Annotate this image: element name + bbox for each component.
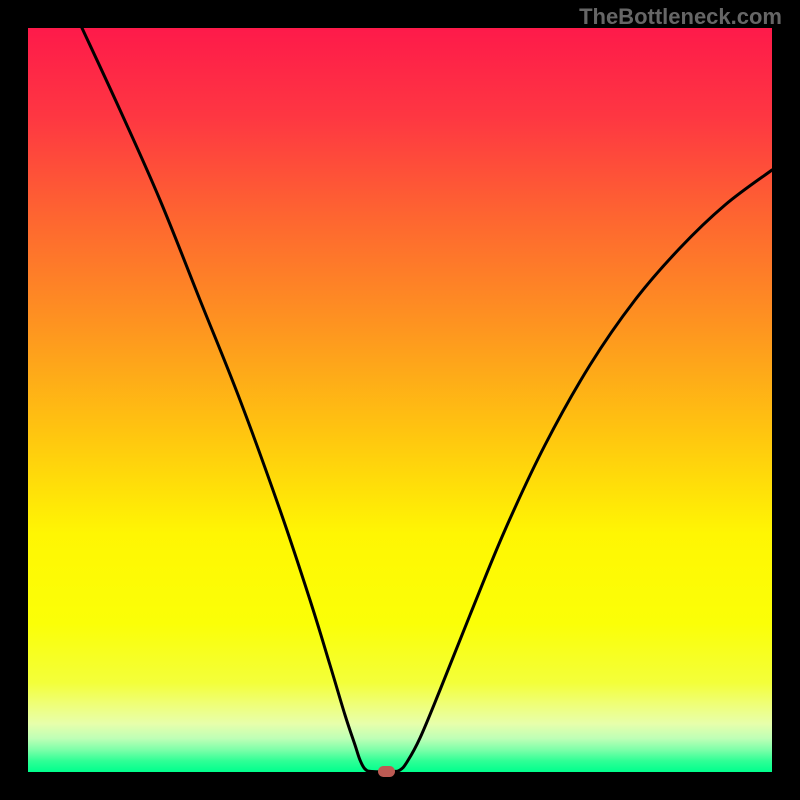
bottleneck-curve	[0, 0, 800, 800]
chart-container: TheBottleneck.com	[0, 0, 800, 800]
optimal-marker	[378, 766, 395, 777]
